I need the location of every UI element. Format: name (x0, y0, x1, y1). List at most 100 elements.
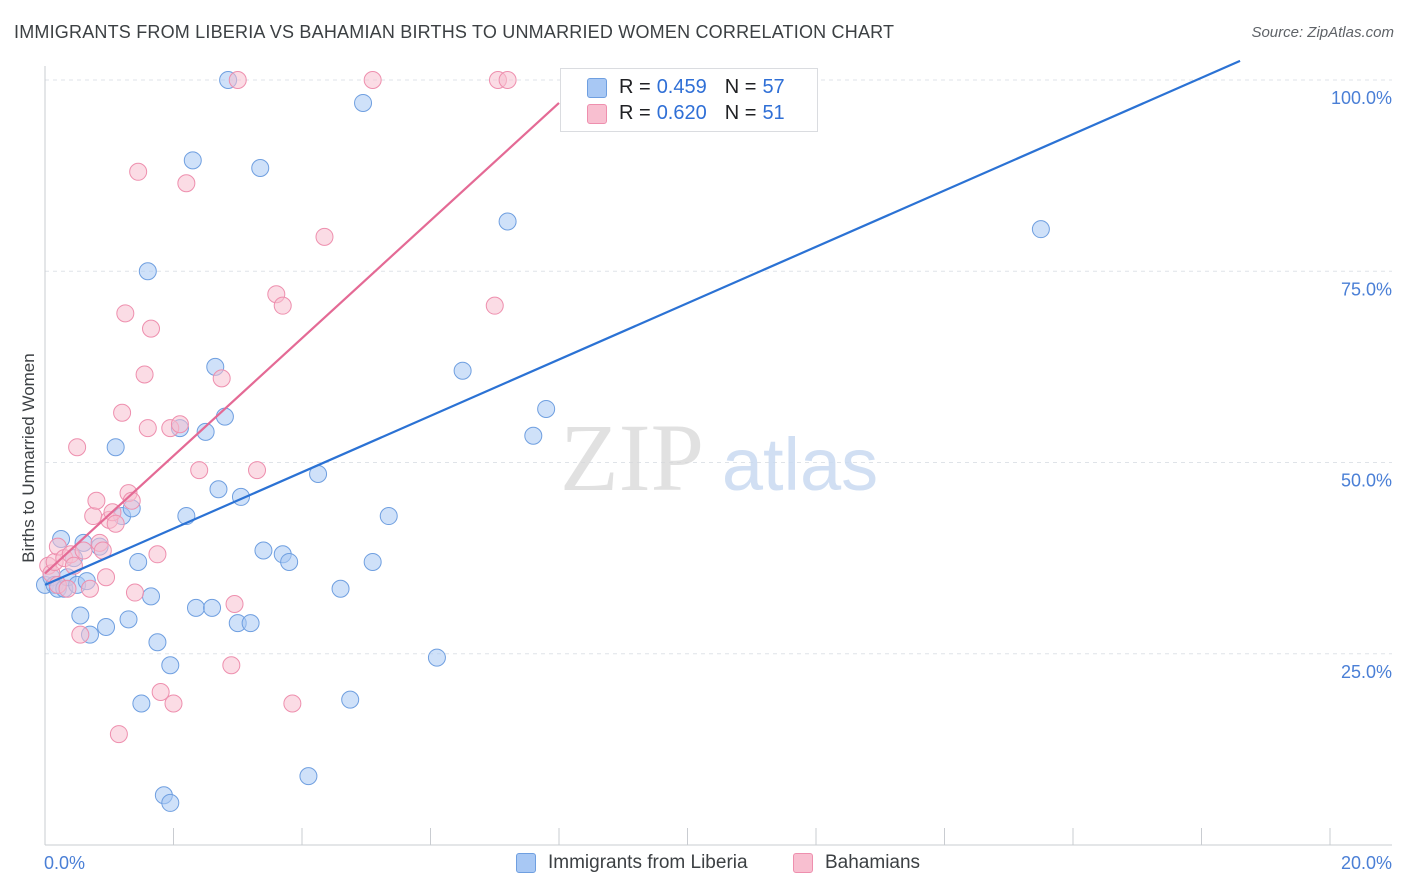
data-point (97, 568, 116, 587)
series-bahamians (39, 71, 517, 744)
legend-swatch-pink (587, 104, 607, 124)
data-point (196, 422, 215, 441)
tick-labels: 25.0% 50.0% 75.0% 100.0% 0.0% 20.0% (44, 88, 1392, 873)
data-point (170, 415, 189, 434)
data-point (341, 690, 360, 709)
data-point (354, 93, 373, 112)
legend-label-bahamians: Bahamians (825, 852, 921, 873)
data-point (125, 583, 144, 602)
data-point (138, 419, 157, 438)
data-point (119, 610, 138, 629)
data-point (87, 491, 106, 510)
data-point (97, 617, 116, 636)
x-tick-label: 20.0% (1341, 853, 1392, 873)
data-point (280, 552, 299, 571)
data-point (203, 598, 222, 617)
watermark: ZIP atlas (560, 404, 878, 511)
y-tick-label: 25.0% (1341, 662, 1392, 682)
data-point (161, 656, 180, 675)
series-legend: Immigrants from Liberia Bahamians (0, 852, 1406, 878)
data-point (148, 545, 167, 564)
legend-r-label: R = (619, 75, 651, 98)
data-point (106, 438, 125, 457)
data-point (315, 227, 334, 246)
data-point (58, 579, 77, 598)
data-point (225, 595, 244, 614)
data-point (248, 461, 267, 480)
data-point (106, 514, 125, 533)
legend-r-value: 0.620 (656, 101, 707, 124)
legend-item-bahamians: Bahamians (793, 852, 920, 874)
data-point (485, 296, 504, 315)
data-point (71, 625, 90, 644)
trend-line (44, 59, 1241, 586)
data-point (151, 683, 170, 701)
data-point (161, 793, 180, 812)
correlation-legend: R = 0.459 N = 57 R = 0.620 N = 51 (560, 68, 818, 132)
data-point (129, 162, 148, 181)
data-point (186, 598, 205, 617)
legend-n-value: 57 (762, 75, 785, 98)
y-tick-label: 75.0% (1341, 279, 1392, 299)
trend-lines (44, 59, 1241, 586)
data-point (113, 403, 132, 422)
legend-item-liberia: Immigrants from Liberia (516, 852, 748, 874)
legend-n-label: N = (724, 101, 757, 124)
data-point (183, 151, 202, 170)
data-point (209, 480, 228, 499)
trend-line (44, 102, 560, 575)
data-point (498, 212, 517, 231)
source-credit: Source: ZipAtlas.com (1251, 24, 1394, 41)
data-point (142, 319, 161, 338)
data-point (453, 361, 472, 380)
data-point (222, 656, 241, 675)
legend-label-liberia: Immigrants from Liberia (548, 852, 748, 873)
data-point (273, 296, 292, 315)
data-point (132, 694, 151, 713)
data-point (254, 541, 273, 560)
grid-lines (45, 79, 1392, 655)
x-tick-label: 0.0% (44, 853, 85, 873)
data-point (331, 579, 350, 598)
chart-title: IMMIGRANTS FROM LIBERIA VS BAHAMIAN BIRT… (14, 22, 895, 42)
data-point (116, 304, 135, 323)
data-point (228, 71, 247, 89)
watermark-atlas: atlas (722, 423, 878, 506)
data-point (68, 438, 87, 457)
data-point (524, 426, 543, 445)
legend-row-liberia: R = 0.459 N = 57 (587, 74, 803, 100)
data-point (177, 174, 196, 193)
data-point (109, 725, 128, 744)
data-point (363, 552, 382, 571)
watermark-zip: ZIP (560, 404, 704, 511)
legend-row-bahamians: R = 0.620 N = 51 (587, 100, 803, 126)
legend-swatch-blue (516, 853, 536, 873)
data-point (212, 369, 231, 388)
legend-r-value: 0.459 (656, 75, 707, 98)
data-point (427, 648, 446, 667)
y-tick-label: 100.0% (1331, 88, 1392, 108)
data-point (71, 606, 90, 625)
axes (44, 66, 1392, 846)
data-point (164, 694, 183, 713)
data-point (379, 507, 398, 526)
data-point (138, 262, 157, 281)
data-point (215, 407, 234, 426)
data-point (80, 579, 99, 598)
legend-swatch-pink (793, 853, 813, 873)
legend-n-label: N = (724, 75, 757, 98)
y-axis-label: Births to Unmarried Women (19, 353, 38, 562)
data-point (251, 158, 270, 177)
data-point (148, 633, 167, 652)
data-point (537, 399, 556, 418)
data-point (363, 71, 382, 89)
legend-r-label: R = (619, 101, 651, 124)
data-point (84, 507, 103, 526)
data-point (190, 461, 209, 480)
data-point (129, 552, 148, 571)
data-point (135, 365, 154, 384)
data-point (283, 694, 302, 713)
data-point (74, 541, 93, 560)
data-point (241, 614, 260, 633)
